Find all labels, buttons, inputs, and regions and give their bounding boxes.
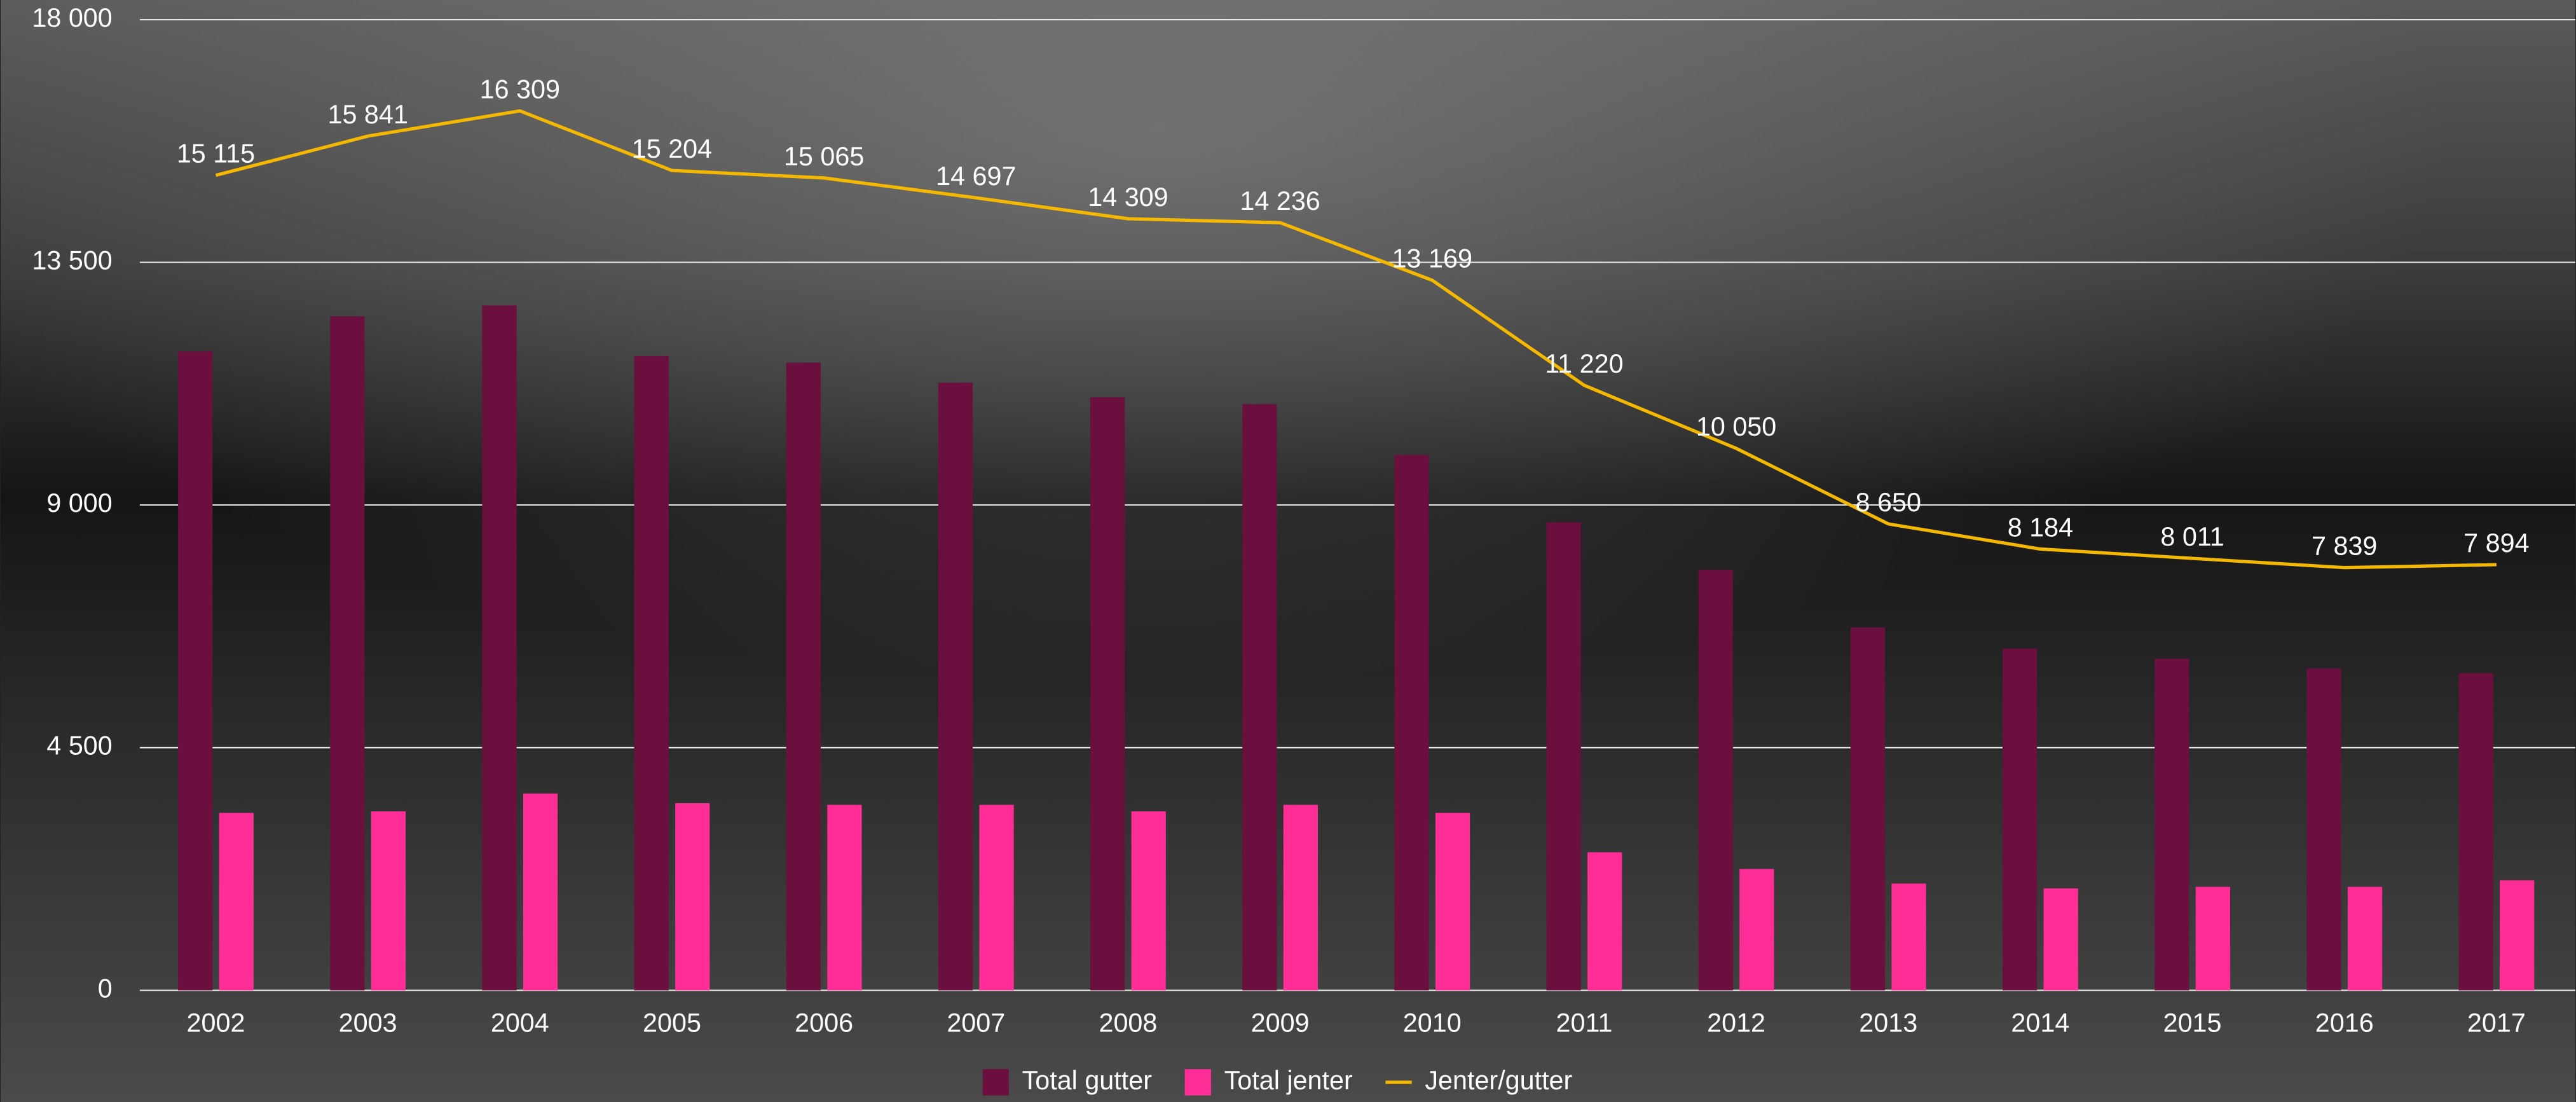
x-tick-label: 2008 [1099,1009,1157,1038]
x-tick-label: 2013 [1859,1009,1917,1038]
bar [178,351,213,991]
bar [1850,627,1886,991]
bar [2002,648,2038,991]
legend-label: Jenter/gutter [1425,1066,1572,1095]
x-tick-label: 2014 [2011,1009,2069,1038]
bar [786,362,821,991]
legend-label: Total jenter [1224,1066,1353,1095]
y-tick-label: 18 000 [32,3,112,32]
data-label: 7 894 [2463,528,2529,558]
x-tick-label: 2012 [1707,1009,1765,1038]
x-tick-label: 2017 [2467,1009,2526,1038]
bar [219,813,254,991]
data-label: 15 115 [177,139,255,169]
bar [1587,852,1622,991]
data-label: 8 650 [1856,488,1921,517]
x-tick-label: 2006 [795,1009,853,1038]
bar [1090,397,1125,991]
bar [1435,813,1470,991]
bar [2043,888,2078,991]
x-tick-label: 2011 [1556,1009,1612,1038]
line [215,109,2497,570]
legend: Total gutter Total jenter Jenter/gutter [982,1066,1573,1096]
bar [938,382,973,991]
data-label: 15 204 [632,134,712,163]
y-tick-label: 0 [98,974,113,1003]
bar [979,804,1014,991]
bar [2458,673,2493,991]
y-tick-label: 13 500 [32,246,112,275]
legend-swatch [982,1069,1009,1096]
x-tick-label: 2005 [643,1009,701,1038]
bar [1283,804,1319,991]
x-tick-label: 2009 [1251,1009,1310,1038]
bar [1698,569,1733,991]
bar [1546,522,1581,991]
data-label: 7 839 [2312,532,2377,561]
data-label: 16 309 [480,74,560,104]
data-label: 10 050 [1696,412,1776,441]
bar [1394,455,1429,991]
bar [371,811,406,991]
data-label: 8 184 [2008,513,2073,542]
bar [482,305,517,991]
data-label: 8 011 [2160,522,2224,551]
data-label: 14 236 [1240,186,1320,216]
y-tick-label: 4 500 [46,731,112,761]
y-tick-label: 9 000 [46,488,112,518]
bar [1131,811,1166,991]
legend-swatch [1184,1069,1211,1096]
x-tick-label: 2016 [2315,1009,2374,1038]
bar [634,356,669,991]
bar [330,316,365,991]
bar [2155,658,2189,991]
bar [2500,880,2535,991]
data-label: 14 309 [1088,183,1168,212]
legend-label: Total gutter [1022,1066,1153,1095]
x-tick-label: 2007 [947,1009,1005,1038]
bar [2306,668,2341,991]
bar [1739,869,1774,991]
bar [675,803,710,991]
bar [827,804,862,991]
bar [1891,883,1926,991]
data-label: 15 841 [327,100,408,129]
x-tick-label: 2003 [339,1009,397,1038]
x-tick-label: 2002 [187,1009,245,1038]
x-tick-label: 2010 [1403,1009,1462,1038]
x-tick-label: 2004 [491,1009,549,1038]
bar [1242,404,1277,991]
data-label: 14 697 [936,162,1016,191]
bar [2195,886,2230,991]
data-label: 11 220 [1545,349,1623,378]
data-label: 13 169 [1392,244,1472,273]
bar [523,793,558,991]
data-label: 15 065 [784,142,864,171]
x-tick-label: 2015 [2163,1009,2222,1038]
bar [2347,886,2383,991]
